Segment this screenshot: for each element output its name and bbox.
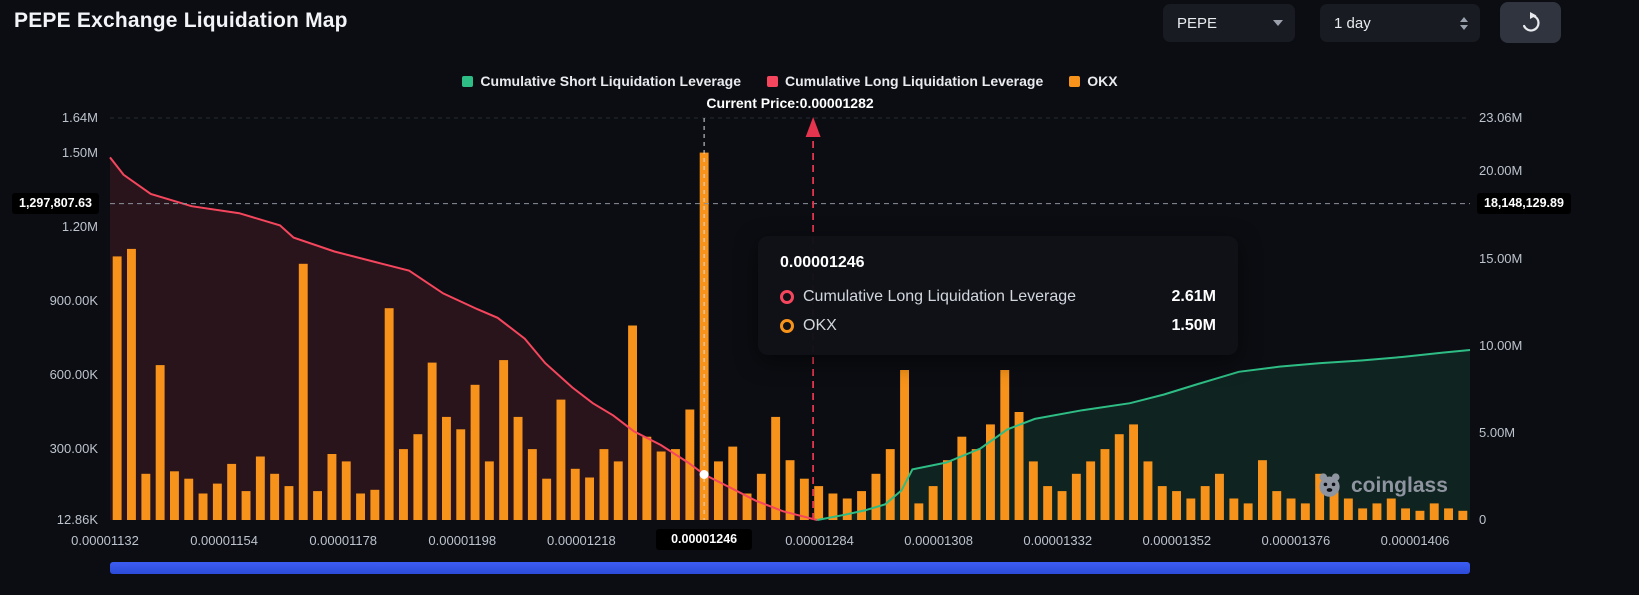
chevron-down-icon	[1273, 20, 1283, 26]
legend-swatch-long	[767, 75, 778, 87]
legend-label-long: Cumulative Long Liquidation Leverage	[785, 73, 1044, 89]
refresh-icon	[1522, 11, 1540, 32]
tooltip-price: 0.00001246	[780, 254, 865, 271]
coinglass-logo-icon	[1319, 473, 1340, 497]
tooltip-row-okx-label: OKX	[803, 317, 837, 334]
interval-select[interactable]: 1 day	[1320, 4, 1480, 42]
x-crosshair-chip: 0.00001246	[656, 529, 753, 550]
legend-item-long[interactable]: Cumulative Long Liquidation Leverage	[767, 73, 1043, 89]
tooltip-row-okx: OKX 1.50M	[780, 317, 1216, 335]
chart-zoom-scrollbar[interactable]	[110, 562, 1470, 574]
chart-tooltip: 0.00001246 Cumulative Long Liquidation L…	[758, 236, 1238, 355]
legend-item-short[interactable]: Cumulative Short Liquidation Leverage	[462, 73, 741, 89]
okx-series-marker-icon	[780, 319, 794, 333]
tooltip-row-long: Cumulative Long Liquidation Leverage 2.6…	[780, 288, 1216, 306]
right-crosshair-chip: 18,148,129.89	[1477, 192, 1571, 214]
legend-label-short: Cumulative Short Liquidation Leverage	[480, 73, 741, 89]
coin-select-value: PEPE	[1177, 14, 1218, 32]
chart-legend: Cumulative Short Liquidation Leverage Cu…	[110, 73, 1470, 89]
long-series-marker-icon	[780, 290, 794, 304]
legend-swatch-short	[462, 75, 474, 87]
coinglass-watermark-text: coinglass	[1351, 473, 1448, 497]
legend-label-okx: OKX	[1087, 73, 1118, 89]
coinglass-watermark: coinglass	[1316, 472, 1448, 499]
current-price-label: Current Price:0.00001282	[706, 95, 874, 111]
tooltip-row-long-value: 2.61M	[1171, 288, 1216, 305]
legend-swatch-okx	[1069, 75, 1081, 87]
coin-select[interactable]: PEPE	[1163, 4, 1295, 42]
legend-item-okx[interactable]: OKX	[1069, 73, 1118, 89]
interval-select-value: 1 day	[1334, 14, 1371, 32]
page-title: PEPE Exchange Liquidation Map	[14, 9, 348, 32]
up-down-arrows-icon	[1460, 16, 1468, 30]
refresh-button[interactable]	[1500, 2, 1561, 43]
tooltip-row-long-label: Cumulative Long Liquidation Leverage	[803, 288, 1077, 305]
tooltip-row-okx-value: 1.50M	[1171, 317, 1216, 334]
left-crosshair-chip: 1,297,807.63	[12, 192, 99, 214]
